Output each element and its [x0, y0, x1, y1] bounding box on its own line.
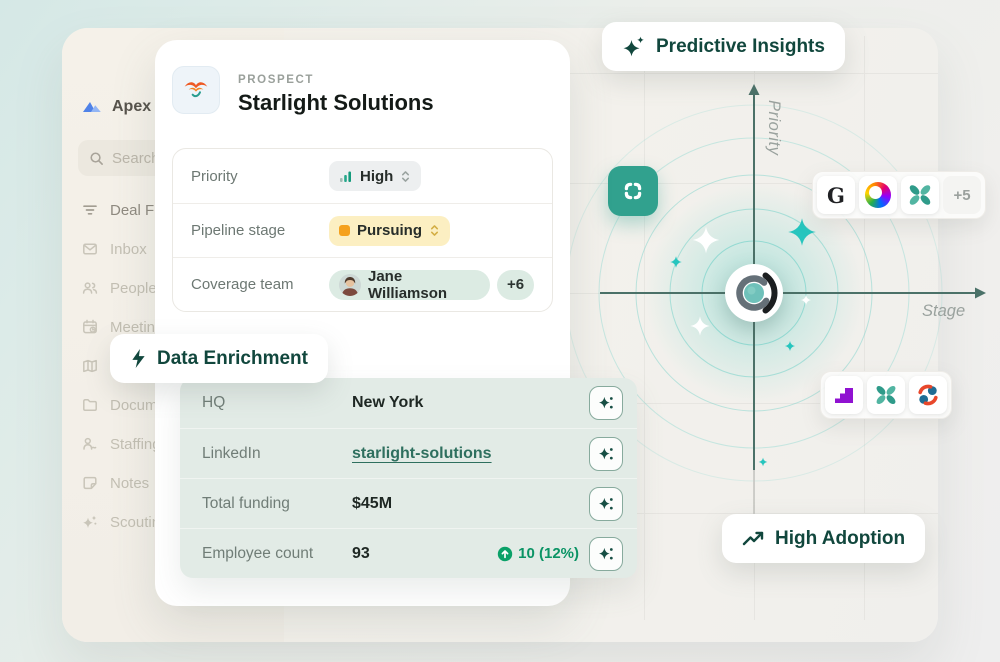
row-label: Total funding	[202, 494, 290, 512]
sidebar-item-label: Staffing	[110, 435, 161, 453]
integration-logos-bottom	[820, 371, 952, 419]
trend-up-icon	[742, 531, 764, 546]
sidebar-item-map[interactable]	[82, 354, 186, 378]
search-icon	[90, 151, 103, 165]
rainbow-swirl-logo	[859, 176, 897, 214]
orange-square-dot	[339, 225, 350, 236]
people-icon	[82, 282, 98, 294]
sidebar-item-scouting[interactable]: Scouting	[82, 510, 186, 534]
up-arrow-circle-icon	[497, 546, 513, 561]
enrichment-table: HQ New York LinkedIn starlight-solutions…	[180, 378, 637, 578]
sparkles-icon	[83, 515, 97, 528]
sidebar-item-label: People	[110, 279, 157, 297]
sidebar-item-inbox[interactable]: Inbox	[82, 237, 186, 261]
row-label: HQ	[202, 394, 226, 411]
starlight-wings-logo-icon	[184, 82, 208, 98]
employee-growth-value: 10 (12%)	[518, 545, 579, 562]
teal-butterfly-logo	[867, 376, 905, 414]
prospect-kicker: PROSPECT	[238, 74, 315, 86]
ai-enrich-button[interactable]	[589, 536, 623, 571]
ai-sparkle-icon	[599, 547, 613, 559]
sidebar-item-staffing[interactable]: Staffing	[82, 432, 186, 456]
y-axis-label: Priority	[765, 100, 783, 156]
sidebar-item-notes[interactable]: Notes	[82, 471, 186, 495]
company-logo	[172, 66, 220, 114]
row-value: 93	[352, 544, 370, 562]
row-label: LinkedIn	[202, 444, 261, 462]
predictive-insights-label: Predictive Insights	[656, 35, 825, 57]
teal-butterfly-logo	[901, 176, 939, 214]
integration-logos-top: G +5	[812, 171, 986, 219]
field-row-pipeline-stage: Pipeline stage Pursuing	[173, 203, 552, 257]
teal-square-logo	[608, 166, 658, 216]
enrichment-row-hq: HQ New York	[180, 378, 637, 428]
ai-sparkle-icon	[599, 497, 613, 509]
sparkle-icon	[623, 36, 644, 56]
pipeline-stage-value: Pursuing	[357, 222, 423, 239]
x-axis-arrow	[975, 287, 986, 299]
enrichment-row-linkedin: LinkedIn starlight-solutions	[180, 428, 637, 478]
app-logo: Apex	[82, 98, 151, 116]
coverage-team-value: Jane Williamson	[368, 267, 448, 302]
coverage-team-chip[interactable]: Jane Williamson	[329, 267, 490, 302]
chevron-updown-icon	[402, 170, 410, 182]
field-label: Pipeline stage	[191, 222, 286, 239]
linkedin-link[interactable]: starlight-solutions	[352, 444, 492, 462]
ai-sparkle-icon	[599, 396, 613, 409]
sidebar-item-label: Scouting	[110, 513, 169, 531]
x-axis-label: Stage	[922, 302, 966, 320]
row-value: New York	[352, 394, 424, 411]
red-knot-logo	[909, 376, 947, 414]
high-adoption-badge[interactable]: High Adoption	[722, 514, 926, 563]
sidebar-item-people[interactable]: People	[82, 276, 186, 300]
prospect-fields: Priority High Pipeline stage Pursuing Co…	[172, 148, 553, 312]
sidebar-item-label: Inbox	[110, 240, 147, 258]
chevron-updown-icon	[430, 225, 439, 236]
coverage-team-more-badge[interactable]: +6	[497, 269, 534, 300]
app-logo-label: Apex	[112, 98, 152, 115]
filter-icon	[83, 205, 97, 215]
logos-overflow-badge[interactable]: +5	[943, 176, 981, 214]
sidebar-item-label: Notes	[110, 474, 150, 492]
row-label: Employee count	[202, 544, 314, 562]
bolt-icon	[132, 349, 145, 368]
ai-sparkle-icon	[599, 447, 613, 459]
person-wave-icon	[83, 437, 97, 450]
avatar	[339, 273, 361, 296]
field-row-coverage-team: Coverage team Jane Williamson +6	[173, 257, 552, 311]
purple-stairs-logo	[825, 376, 863, 414]
data-enrichment-badge[interactable]: Data Enrichment	[110, 334, 328, 383]
data-enrichment-label: Data Enrichment	[157, 347, 308, 369]
enrichment-row-employees: Employee count 93 10 (12%)	[180, 528, 637, 578]
field-label: Priority	[191, 167, 238, 185]
ai-enrich-button[interactable]	[589, 436, 623, 471]
inbox-icon	[83, 243, 97, 255]
employee-growth-badge: 10 (12%)	[497, 545, 579, 562]
ai-enrich-button[interactable]	[589, 486, 623, 521]
calendar-icon	[83, 319, 97, 334]
priority-select[interactable]: High	[329, 161, 422, 191]
high-adoption-label: High Adoption	[775, 527, 906, 549]
field-row-priority: Priority High	[173, 149, 552, 203]
priority-value: High	[360, 167, 394, 185]
map-icon	[83, 359, 97, 373]
pipeline-stage-select[interactable]: Pursuing	[329, 215, 451, 246]
note-icon	[83, 476, 97, 490]
field-label: Coverage team	[191, 276, 294, 293]
signal-bars-icon	[340, 171, 351, 182]
swirl-target-logo	[725, 264, 783, 322]
enrichment-row-funding: Total funding $45M	[180, 478, 637, 528]
mountain-logo-icon	[83, 102, 101, 112]
prospect-name: Starlight Solutions	[238, 90, 434, 115]
ai-enrich-button[interactable]	[589, 386, 623, 420]
row-value: $45M	[352, 494, 393, 512]
google-g-logo: G	[817, 176, 855, 214]
predictive-insights-badge[interactable]: Predictive Insights	[602, 22, 845, 71]
folder-icon	[83, 398, 97, 412]
